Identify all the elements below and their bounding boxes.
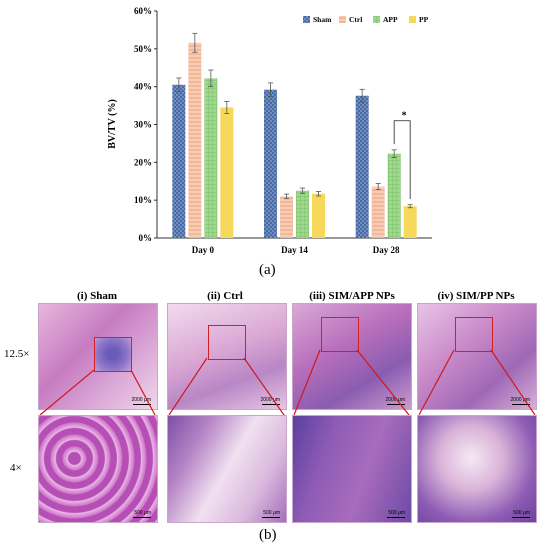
- x-tick-label: Day 28: [373, 245, 400, 255]
- y-tick-label: 20%: [134, 157, 152, 167]
- chart-axes: 0% 10% 20% 30% 40% 50% 60% Day 0 Day 14 Day 28: [134, 6, 432, 255]
- y-tick-label: 10%: [134, 195, 152, 205]
- y-tick-label: 50%: [134, 44, 152, 54]
- scale-label: 500 μm: [513, 510, 530, 516]
- scale-bar: [262, 517, 280, 518]
- bar-sham: [264, 89, 277, 239]
- bar-app: [204, 78, 218, 239]
- scale-bar: [387, 404, 405, 405]
- chart-legend: Sham Ctrl APP PP: [303, 15, 429, 24]
- bar-pp: [220, 107, 234, 238]
- row-label-4x: 4×: [10, 462, 22, 474]
- scale-bar: [262, 404, 280, 405]
- y-axis-label: BV/TV (%): [107, 99, 118, 149]
- bar-ctrl: [371, 186, 385, 238]
- column-title-sham: (i) Sham: [76, 290, 118, 302]
- row-label-12-5x: 12.5×: [4, 348, 30, 360]
- scale-bar: [133, 517, 151, 518]
- x-tick-label: Day 0: [192, 245, 215, 255]
- legend-label-sham: Sham: [313, 15, 332, 24]
- y-tick-label: 40%: [134, 82, 152, 92]
- y-tick-label: 30%: [134, 120, 152, 130]
- scale-label: 500 μm: [263, 510, 280, 516]
- scale-label: 2000 μm: [131, 397, 151, 403]
- scale-bar: [133, 404, 151, 405]
- scale-bar: [387, 517, 405, 518]
- column-title-sim-pp: (iv) SIM/PP NPs: [437, 290, 515, 302]
- legend-swatch-pp: [409, 16, 416, 23]
- bar-ctrl: [280, 196, 293, 238]
- histology-image-sim-app-4x: 500 μm: [292, 415, 412, 523]
- legend-swatch-sham: [303, 16, 310, 23]
- legend-swatch-app: [373, 16, 380, 23]
- histology-image-sim-pp-12x: 2000 μm: [417, 303, 537, 410]
- histology-image-sham-4x: 500 μm: [38, 415, 158, 523]
- scale-label: 500 μm: [388, 510, 405, 516]
- significance-marker: *: [402, 111, 407, 122]
- bar-sham: [172, 84, 186, 239]
- bar-app: [296, 190, 309, 238]
- legend-label-pp: PP: [419, 15, 429, 24]
- panel-label-b: (b): [259, 527, 277, 543]
- scale-bar: [512, 404, 530, 405]
- legend-swatch-ctrl: [339, 16, 346, 23]
- scale-label: 2000 μm: [385, 397, 405, 403]
- legend-label-app: APP: [383, 15, 398, 24]
- x-tick-label: Day 14: [281, 245, 308, 255]
- bar-sham: [355, 95, 369, 238]
- y-tick-label: 0%: [139, 233, 153, 243]
- scale-label: 2000 μm: [510, 397, 530, 403]
- bar-pp: [312, 193, 325, 238]
- scale-label: 2000 μm: [260, 397, 280, 403]
- scale-label: 500 μm: [134, 510, 151, 516]
- histology-image-ctrl-4x: 500 μm: [167, 415, 287, 523]
- panel-label-a: (a): [259, 262, 276, 278]
- y-tick-label: 60%: [134, 6, 152, 16]
- significance-bracket: [393, 120, 411, 200]
- legend-label-ctrl: Ctrl: [349, 15, 362, 24]
- histology-image-sim-pp-4x: 500 μm: [417, 415, 537, 523]
- column-title-ctrl: (ii) Ctrl: [207, 290, 243, 302]
- chart-bars: *: [172, 32, 417, 239]
- histology-image-sim-app-12x: 2000 μm: [292, 303, 412, 410]
- column-title-sim-app: (iii) SIM/APP NPs: [309, 290, 395, 302]
- histology-image-sham-12x: 2000 μm: [38, 303, 158, 410]
- bar-chart: 0%10%20%30%40%50%60%Day 0 Day 14 Day 28 * …: [107, 6, 432, 255]
- bar-ctrl: [188, 42, 202, 238]
- scale-bar: [512, 517, 530, 518]
- bar-app: [387, 153, 401, 238]
- bar-pp: [403, 206, 417, 238]
- histology-image-ctrl-12x: 2000 μm: [167, 303, 287, 410]
